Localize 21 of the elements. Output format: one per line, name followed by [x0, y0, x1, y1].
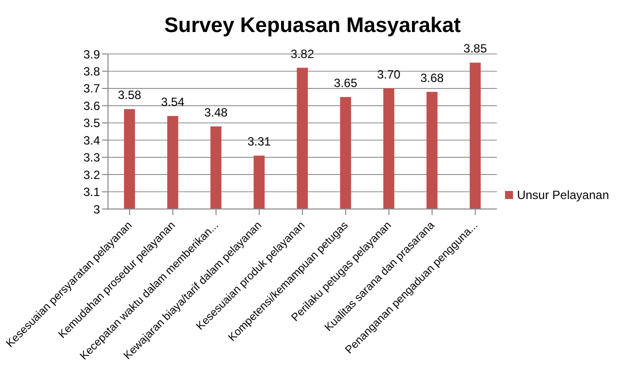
data-label: 3.48: [204, 105, 228, 120]
y-tick-label: 3.6: [83, 98, 100, 113]
y-tick-label: 3.9: [83, 47, 100, 62]
y-tick-label: 3.5: [83, 116, 100, 130]
y-tick-label: 3: [93, 202, 100, 216]
y-tick-label: 3.4: [83, 133, 100, 148]
y-tick-label: 3.7: [83, 82, 100, 96]
data-label: 3.85: [464, 42, 488, 56]
y-tick-label: 3.3: [83, 150, 100, 165]
chart-title: Survey Kepuasan Masyarakat: [163, 14, 462, 38]
data-label: 3.82: [290, 46, 314, 61]
data-label: 3.65: [334, 76, 358, 90]
data-label: 3.31: [247, 134, 272, 149]
data-label: 3.68: [420, 70, 444, 85]
y-tick-label: 3.1: [83, 185, 100, 200]
legend-label: Unsur Pelayanan: [516, 188, 609, 202]
data-label: 3.70: [377, 67, 401, 82]
y-tick-label: 3.8: [83, 64, 100, 78]
y-tick-label: 3.2: [83, 168, 100, 182]
data-label: 3.58: [118, 88, 142, 102]
data-label: 3.54: [161, 95, 185, 109]
